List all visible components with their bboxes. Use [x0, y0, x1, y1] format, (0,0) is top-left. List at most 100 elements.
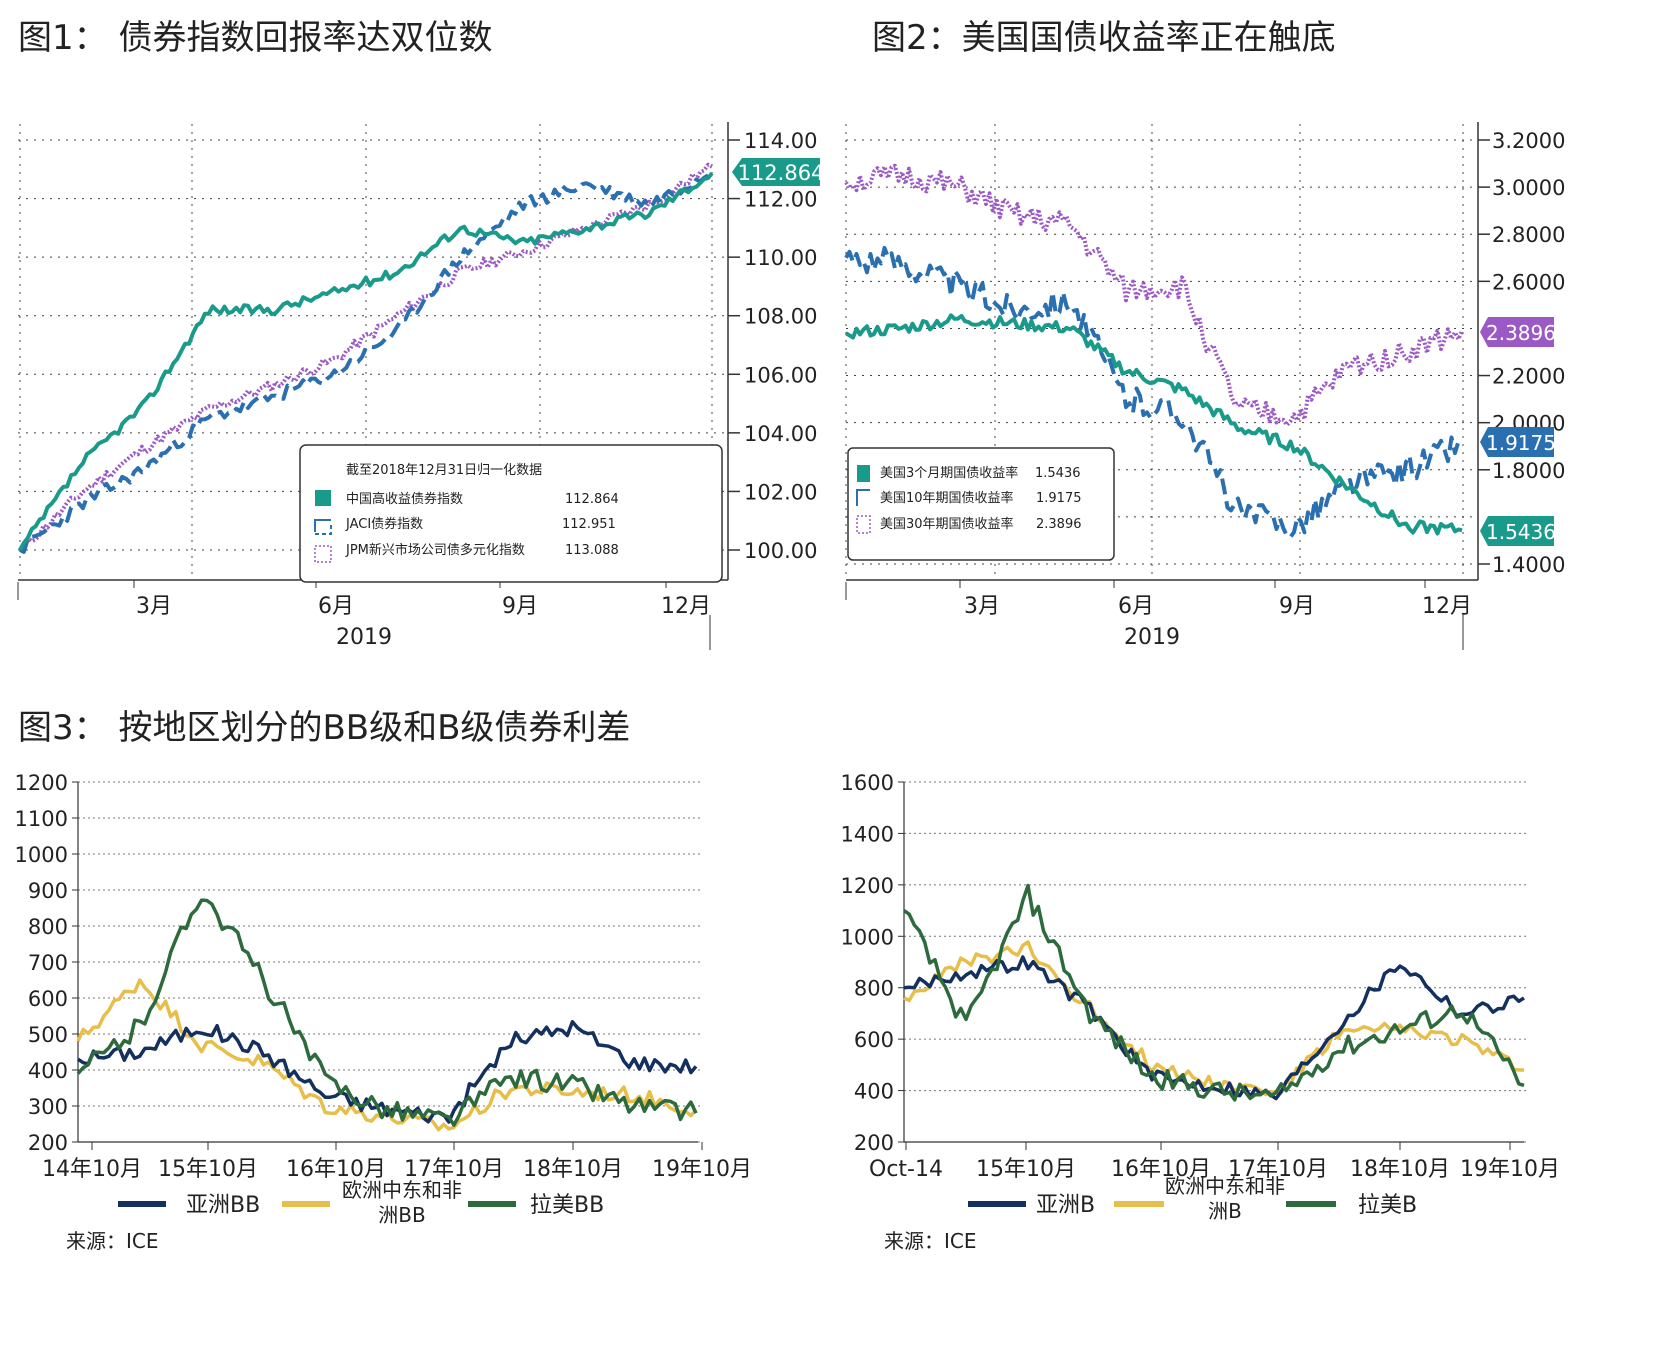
fig2-y-tick-label: 2.6000	[1492, 270, 1565, 294]
fig3-right-series	[903, 883, 1525, 1102]
fig1-x-tick-label: 3月	[136, 594, 172, 619]
fig3-left-legend: 亚洲BB 欧洲中东和非洲BB 拉美BB	[118, 1178, 604, 1227]
fig3-y-tick-label: 500	[28, 1023, 68, 1047]
fig2-legend-label-3m: 美国3个月期国债收益率	[880, 465, 1018, 481]
fig3-y-tick-label: 900	[28, 879, 68, 903]
fig2-y-tick-label: 2.2000	[1492, 365, 1565, 389]
fig3-x-tick-label: 16年10月	[286, 1157, 386, 1182]
fig2-callout-30y-value: 2.3896	[1486, 321, 1556, 345]
fig2-callout-10y: 1.9175	[1480, 427, 1556, 457]
fig3-right-legend-label-emea: 欧洲中东和非洲B	[1165, 1174, 1285, 1223]
fig2-legend-swatch-10y	[856, 489, 870, 506]
fig1-x-tick-label: 6月	[318, 594, 354, 619]
fig3-x-tick-label: 18年10月	[523, 1157, 623, 1182]
fig1-series-jaci	[19, 169, 714, 554]
fig3-y-tick-label: 1000	[841, 925, 894, 949]
fig1-x-tick-label: 12月	[661, 594, 711, 619]
fig2-y-tick-label: 3.2000	[1492, 129, 1565, 153]
fig1-legend-swatch-china	[315, 490, 331, 506]
fig1-y-tick-label: 100.00	[744, 539, 817, 563]
fig3l-series-latam	[76, 898, 698, 1127]
fig1-title: 图1： 债券指数回报率达双位数	[18, 18, 493, 58]
fig1-x-tick-label: 9月	[502, 594, 538, 619]
fig3-x-tick-label: Oct-14	[869, 1157, 943, 1182]
fig1-legend-swatch-jaci	[314, 519, 331, 532]
fig2-callout-10y-value: 1.9175	[1486, 431, 1556, 455]
fig3-y-tick-label: 600	[854, 1028, 894, 1052]
fig3-left-chart: 1200 1100 1000 900 800 700 600 500 400 300 200 14年…	[15, 771, 752, 1253]
fig3-right-chart: 1600 1400 1200 1000 800 600 400 200 Oct-14 15年10…	[841, 771, 1560, 1253]
fig3-y-tick-label: 1000	[15, 843, 68, 867]
fig3-x-tick-label: 18年10月	[1350, 1157, 1450, 1182]
fig1-x-ticks: 3月 6月 9月 12月	[133, 580, 711, 619]
fig2-legend-label-10y: 美国10年期国债收益率	[880, 490, 1014, 506]
fig3-right-legend-label-latam: 拉美B	[1358, 1193, 1417, 1218]
fig3-y-tick-label: 1200	[15, 771, 68, 795]
fig3-left-series	[76, 898, 698, 1132]
fig1-year-label: 2019	[336, 625, 392, 650]
fig3-right-legend: 亚洲B 欧洲中东和非洲B 拉美B	[968, 1174, 1417, 1223]
fig3-y-tick-label: 800	[854, 977, 894, 1001]
fig2-series-10y	[844, 245, 1463, 539]
fig3-x-tick-label: 19年10月	[652, 1157, 752, 1182]
fig3l-series-emea	[76, 978, 698, 1132]
fig1-y-tick-label: 104.00	[744, 422, 817, 446]
fig3-y-tick-label: 700	[28, 951, 68, 975]
fig2-x-tick-label: 9月	[1279, 594, 1315, 619]
fig1-legend: 截至2018年12月31日归一化数据 中国高收益债券指数 112.864 JAC…	[299, 444, 723, 583]
fig3-y-tick-label: 1200	[841, 874, 894, 898]
fig3-x-tick-label: 14年10月	[42, 1157, 142, 1182]
fig1-y-tick-label: 112.00	[744, 188, 817, 212]
fig3-x-tick-label: 17年10月	[404, 1157, 504, 1182]
fig3-y-tick-label: 600	[28, 987, 68, 1011]
fig2-legend-label-30y: 美国30年期国债收益率	[880, 516, 1014, 532]
fig1-legend-label-jaci: JACI债券指数	[345, 516, 423, 532]
fig2-title: 图2：美国国债收益率正在触底	[872, 18, 1336, 58]
fig2-legend-value-10y: 1.9175	[1036, 491, 1082, 506]
fig3-y-tick-label: 200	[854, 1131, 894, 1155]
fig3r-series-asia	[903, 955, 1525, 1101]
fig2-series	[844, 163, 1464, 539]
fig2-series-3m	[844, 313, 1463, 536]
fig2-y-tick-label: 1.4000	[1492, 553, 1565, 577]
fig1-y-tick-label: 106.00	[744, 363, 817, 387]
fig3-y-tick-label: 800	[28, 915, 68, 939]
fig3-x-tick-label: 16年10月	[1111, 1157, 1211, 1182]
fig1-legend-label-jpm: JPM新兴市场公司债多元化指数	[345, 542, 525, 558]
fig3-right-source: 来源：ICE	[884, 1229, 977, 1253]
fig2-legend: 美国3个月期国债收益率 1.5436 美国10年期国债收益率 1.9175 美国…	[847, 447, 1115, 561]
fig3-right-legend-label-asia: 亚洲B	[1036, 1193, 1095, 1218]
fig2-year-label: 2019	[1124, 625, 1180, 650]
fig2-chart: 3.20003.00002.80002.60002.20002.00001.80…	[844, 122, 1565, 650]
fig2-x-ticks: 3月 6月 9月 12月	[959, 580, 1472, 619]
fig1-series-jpm	[18, 162, 713, 552]
fig1-legend-value-jpm: 113.088	[565, 543, 619, 558]
fig2-y-ticks: 3.20003.00002.80002.60002.20002.00001.80…	[1478, 129, 1565, 577]
fig1-y-tick-label: 108.00	[744, 305, 817, 329]
fig3-y-tick-label: 1100	[15, 807, 68, 831]
fig3-y-tick-label: 400	[28, 1059, 68, 1083]
fig3-x-tick-label: 15年10月	[158, 1157, 258, 1182]
fig1-y-tick-label: 110.00	[744, 246, 817, 270]
fig3-left-legend-label-latam: 拉美BB	[530, 1193, 604, 1218]
fig1-series-china	[18, 172, 714, 551]
fig1-y-tick-label: 114.00	[744, 129, 817, 153]
fig2-legend-swatch-30y	[856, 515, 871, 534]
fig2-x-tick-label: 3月	[964, 594, 1000, 619]
fig2-legend-value-3m: 1.5436	[1035, 466, 1081, 481]
fig3-x-tick-label: 19年10月	[1460, 1157, 1560, 1182]
fig3-x-tick-label: 15年10月	[976, 1157, 1076, 1182]
fig2-x-tick-label: 6月	[1118, 594, 1154, 619]
fig3-left-legend-label-asia: 亚洲BB	[186, 1193, 260, 1218]
fig2-callout-3m: 1.5436	[1480, 516, 1556, 546]
fig2-callout-30y: 2.3896	[1480, 317, 1556, 347]
fig2-series-30y	[844, 163, 1464, 427]
fig1-series	[18, 162, 714, 554]
fig1-callout-value: 112.864	[738, 161, 825, 185]
fig3-y-tick-label: 1400	[841, 822, 894, 846]
fig1-y-ticks: 114.00 112.00 110.00 108.00 106.00 104.00 102.…	[728, 129, 817, 563]
fig3-left-x-ticks: 14年10月 15年10月 16年10月 17年10月 18年10月 19年10月	[42, 1142, 752, 1182]
fig3-left-legend-label-emea-box: 欧洲中东和非洲BB	[342, 1178, 462, 1227]
fig1-callout: 112.864	[732, 158, 824, 186]
fig3-right-x-ticks: Oct-14 15年10月 16年10月 17年10月 18年10月 19年10月	[869, 1142, 1560, 1182]
